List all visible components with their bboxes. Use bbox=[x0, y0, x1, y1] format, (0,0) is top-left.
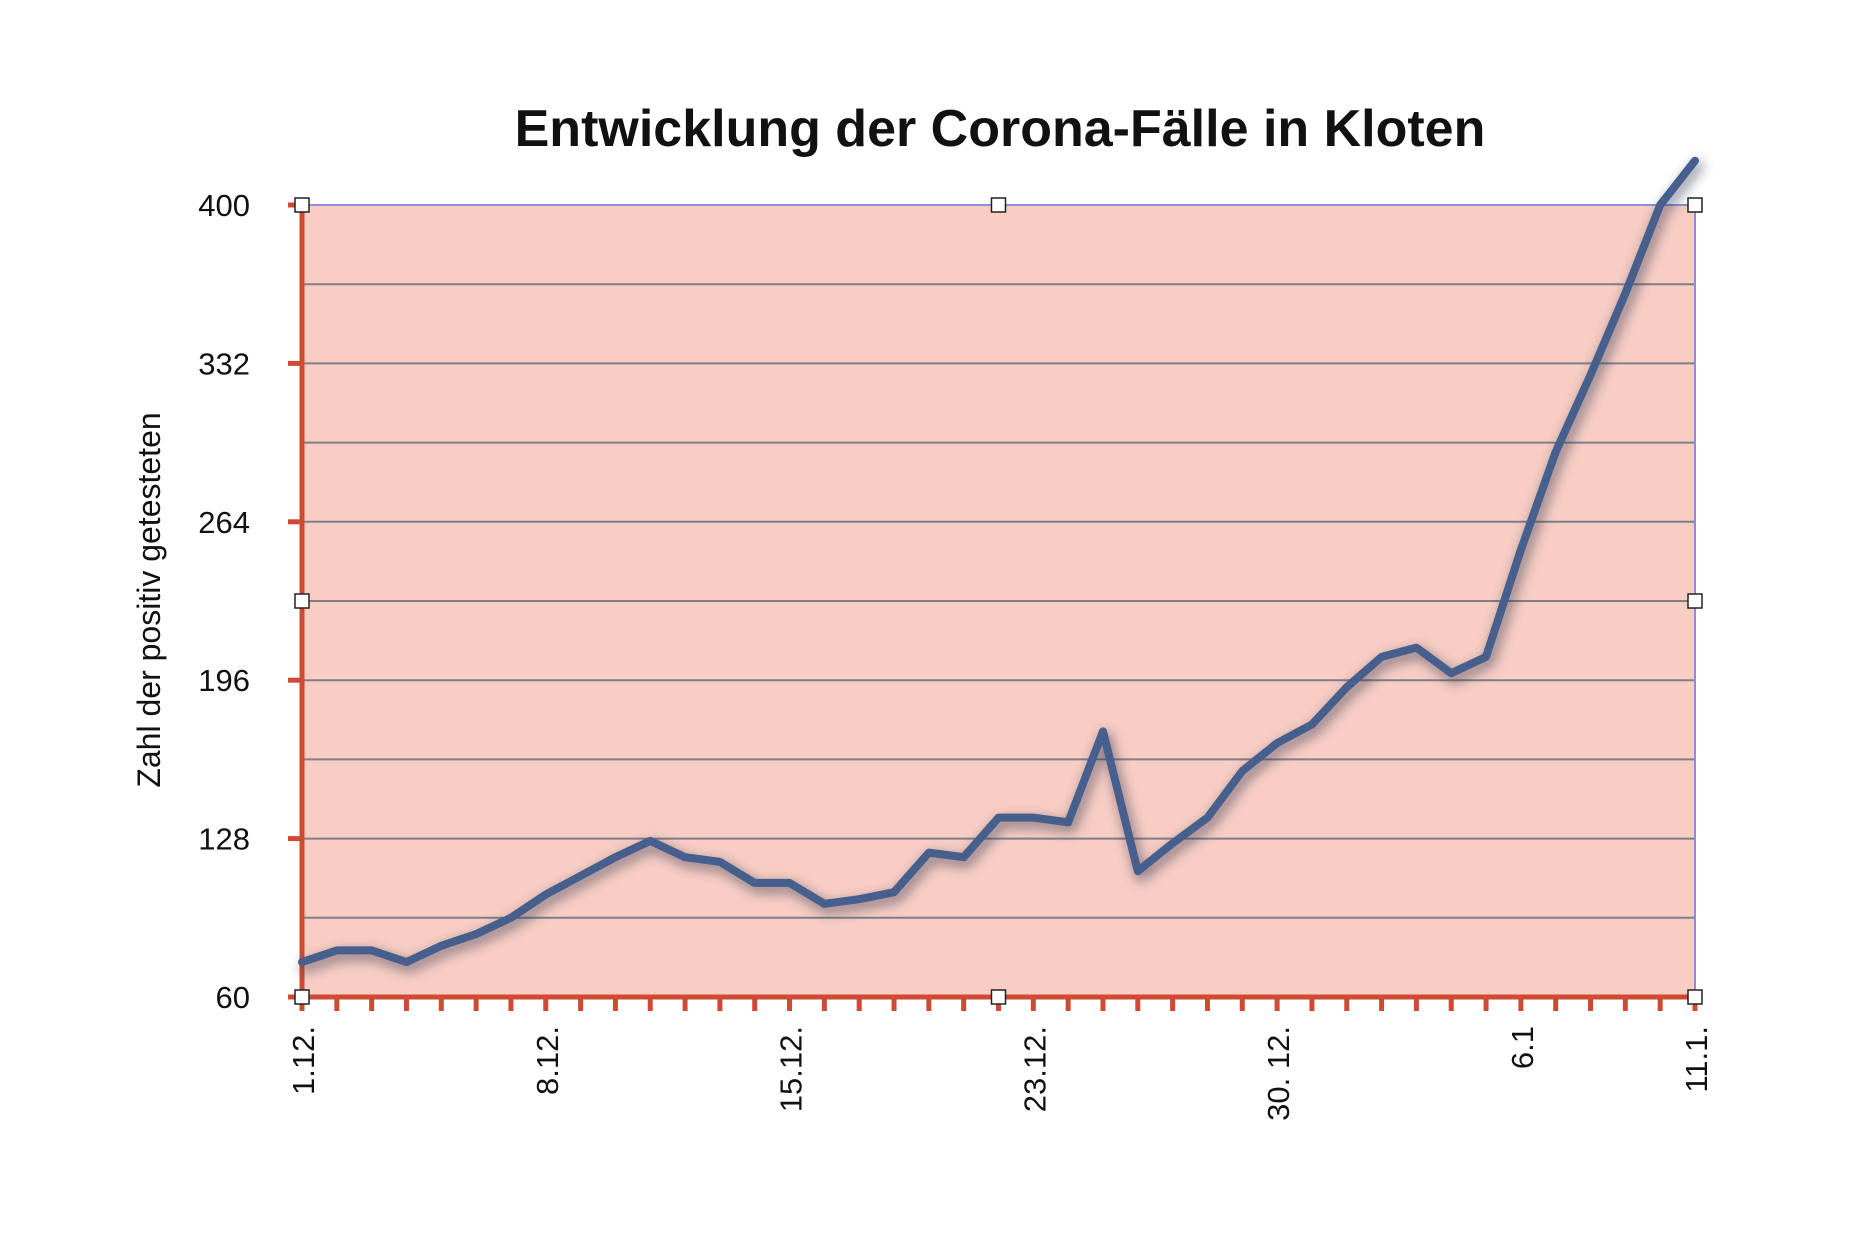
x-axis: 1.12. 8.12. 15.12. 23.12. 30. 12. 6.1 11.1. bbox=[286, 994, 1714, 1121]
series-line-shadow bbox=[300, 160, 1703, 973]
x-tick-label: 11.1. bbox=[1679, 1026, 1714, 1093]
chart-title: Entwicklung der Corona-Fälle in Kloten bbox=[515, 100, 1486, 158]
y-axis: 60 128 196 264 332 400 bbox=[198, 188, 305, 1015]
series-group bbox=[298, 156, 1703, 973]
y-tick-label: 196 bbox=[198, 663, 250, 698]
resize-handle[interactable] bbox=[990, 197, 1007, 213]
resize-handle[interactable] bbox=[294, 197, 310, 213]
resize-handle[interactable] bbox=[294, 593, 310, 609]
resize-handle[interactable] bbox=[294, 989, 310, 1005]
x-tick-label: 23.12. bbox=[1017, 1026, 1052, 1112]
x-tick-label: 8.12. bbox=[530, 1026, 565, 1095]
y-tick-label: 128 bbox=[198, 822, 250, 857]
resize-handle[interactable] bbox=[1687, 197, 1703, 213]
resize-handle[interactable] bbox=[1687, 593, 1703, 609]
resize-handle[interactable] bbox=[990, 989, 1007, 1005]
x-tick-label: 30. 12. bbox=[1261, 1026, 1296, 1121]
y-tick-label: 400 bbox=[198, 188, 250, 223]
series-line bbox=[298, 156, 1699, 967]
y-tick-label: 60 bbox=[216, 980, 250, 1015]
x-tick-label: 1.12. bbox=[286, 1026, 321, 1095]
y-tick-label: 264 bbox=[198, 505, 250, 540]
x-tick-label: 15.12. bbox=[774, 1026, 809, 1112]
y-axis-label: Zahl der positiv getesteten bbox=[131, 412, 167, 787]
y-tick-label: 332 bbox=[198, 346, 250, 381]
selection-handles[interactable] bbox=[294, 197, 1703, 1005]
resize-handle[interactable] bbox=[1687, 989, 1703, 1005]
x-tick-label: 6.1 bbox=[1505, 1026, 1540, 1069]
